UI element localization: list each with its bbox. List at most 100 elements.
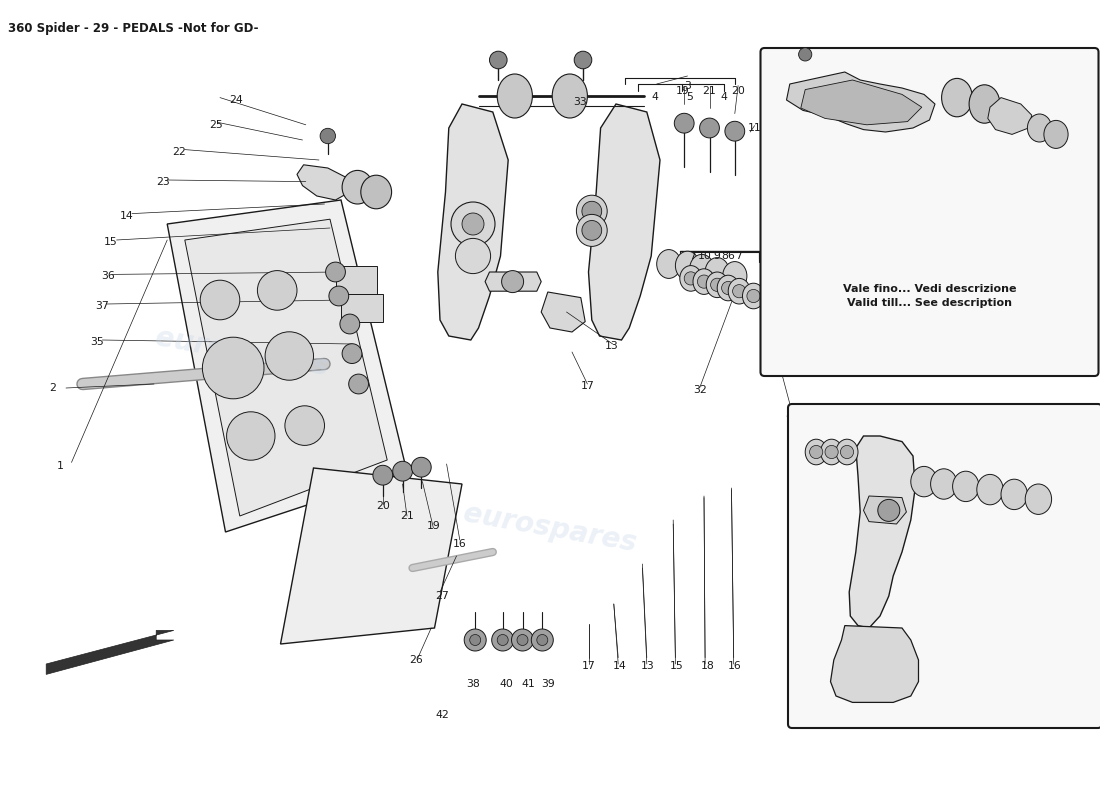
Text: 23: 23 xyxy=(1032,77,1047,90)
Circle shape xyxy=(462,213,484,235)
Text: 37: 37 xyxy=(96,301,109,310)
Circle shape xyxy=(747,290,760,302)
Circle shape xyxy=(455,238,491,274)
Ellipse shape xyxy=(576,214,607,246)
Circle shape xyxy=(265,332,313,380)
Circle shape xyxy=(451,202,495,246)
Circle shape xyxy=(492,629,514,651)
Circle shape xyxy=(227,412,275,460)
Circle shape xyxy=(582,202,602,221)
Circle shape xyxy=(502,270,524,293)
Polygon shape xyxy=(46,630,174,674)
Ellipse shape xyxy=(742,283,764,309)
Text: 20: 20 xyxy=(732,86,745,96)
Circle shape xyxy=(320,128,336,144)
Ellipse shape xyxy=(706,272,728,298)
Circle shape xyxy=(329,286,349,306)
Text: 21: 21 xyxy=(703,86,716,96)
Ellipse shape xyxy=(1025,484,1052,514)
Circle shape xyxy=(537,634,548,646)
Circle shape xyxy=(674,114,694,133)
Ellipse shape xyxy=(1027,114,1052,142)
Ellipse shape xyxy=(723,262,747,290)
Text: 14: 14 xyxy=(120,211,133,221)
Text: 41: 41 xyxy=(521,679,535,689)
Circle shape xyxy=(373,466,393,485)
Ellipse shape xyxy=(657,250,681,278)
Text: 29: 29 xyxy=(832,426,845,435)
Ellipse shape xyxy=(1044,120,1068,149)
Ellipse shape xyxy=(931,469,957,499)
Text: 10: 10 xyxy=(698,251,712,261)
Circle shape xyxy=(490,51,507,69)
Circle shape xyxy=(326,262,345,282)
Text: 27: 27 xyxy=(436,591,449,601)
Ellipse shape xyxy=(693,269,715,294)
Polygon shape xyxy=(849,436,915,628)
Circle shape xyxy=(342,344,362,363)
Polygon shape xyxy=(438,104,508,340)
Text: 15: 15 xyxy=(104,237,118,246)
Text: eurospares: eurospares xyxy=(153,323,331,381)
Text: 18: 18 xyxy=(701,661,714,670)
Polygon shape xyxy=(588,104,660,340)
Polygon shape xyxy=(485,272,541,291)
Ellipse shape xyxy=(675,251,700,280)
Ellipse shape xyxy=(552,74,587,118)
Circle shape xyxy=(393,462,412,481)
Text: 26: 26 xyxy=(409,655,422,665)
Circle shape xyxy=(700,118,719,138)
Text: 25: 25 xyxy=(209,120,222,130)
Ellipse shape xyxy=(361,175,392,209)
Text: 4: 4 xyxy=(651,92,658,102)
Circle shape xyxy=(512,629,534,651)
Text: 40: 40 xyxy=(499,679,513,689)
Ellipse shape xyxy=(576,195,607,227)
Ellipse shape xyxy=(942,78,972,117)
Ellipse shape xyxy=(705,258,729,286)
Polygon shape xyxy=(864,496,906,524)
Circle shape xyxy=(285,406,324,446)
Text: 7: 7 xyxy=(735,251,741,261)
Polygon shape xyxy=(167,200,407,532)
Circle shape xyxy=(497,634,508,646)
Circle shape xyxy=(464,629,486,651)
Ellipse shape xyxy=(1001,479,1027,510)
Circle shape xyxy=(200,280,240,320)
Polygon shape xyxy=(801,80,922,125)
Ellipse shape xyxy=(728,278,750,304)
Text: 23: 23 xyxy=(156,177,169,186)
Circle shape xyxy=(722,282,735,294)
Text: 35: 35 xyxy=(90,338,103,347)
Circle shape xyxy=(711,278,724,291)
Ellipse shape xyxy=(977,474,1003,505)
Circle shape xyxy=(202,338,264,399)
Text: 6: 6 xyxy=(727,251,734,261)
Text: 36: 36 xyxy=(101,271,114,281)
Text: 34: 34 xyxy=(829,555,843,565)
Circle shape xyxy=(725,122,745,141)
Ellipse shape xyxy=(821,439,843,465)
Text: 33: 33 xyxy=(573,98,586,107)
Text: 12: 12 xyxy=(1078,202,1093,214)
Circle shape xyxy=(349,374,368,394)
Polygon shape xyxy=(541,292,585,332)
Circle shape xyxy=(470,634,481,646)
Text: 22: 22 xyxy=(1021,122,1036,134)
Text: 19: 19 xyxy=(676,86,690,96)
Text: 3: 3 xyxy=(684,81,691,90)
Text: 30: 30 xyxy=(895,426,909,435)
Text: 32: 32 xyxy=(785,410,799,419)
Circle shape xyxy=(517,634,528,646)
Text: 9: 9 xyxy=(714,251,720,261)
Circle shape xyxy=(684,272,697,285)
Circle shape xyxy=(733,285,746,298)
Text: 24: 24 xyxy=(230,95,243,105)
Circle shape xyxy=(411,458,431,477)
Text: 16: 16 xyxy=(453,539,466,549)
Text: 29: 29 xyxy=(956,426,969,435)
Ellipse shape xyxy=(717,275,739,301)
Text: 38: 38 xyxy=(466,679,480,689)
Text: 4: 4 xyxy=(720,92,727,102)
Text: 11: 11 xyxy=(748,123,761,133)
